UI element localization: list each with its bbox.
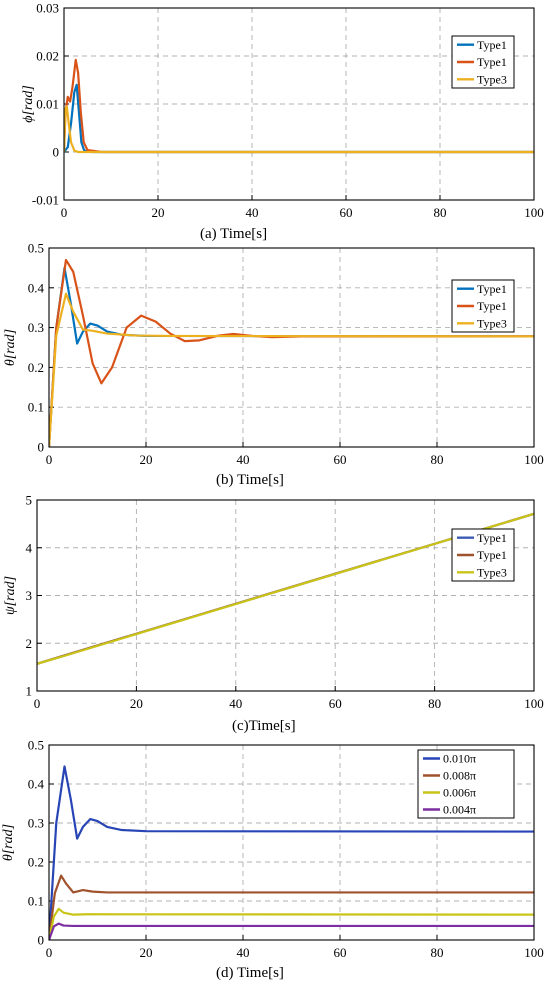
y-tick-label: 3 — [26, 588, 33, 603]
x-tick-label: 60 — [334, 945, 347, 960]
series-line-3 — [49, 907, 534, 940]
panel-caption: (a) Time[s] — [200, 226, 267, 242]
x-tick-label: 20 — [152, 205, 165, 220]
axes-frame — [48, 744, 535, 941]
y-tick-label: 0.03 — [36, 1, 59, 16]
series-line-4 — [49, 922, 534, 940]
panel-1: 0 20 40 60 80 100-0.0100.010.020.03Type1Type1… — [21, 1, 544, 243]
panel-caption: (d) Time[s] — [216, 965, 284, 981]
y-tick-label: 0.2 — [28, 855, 44, 870]
x-tick-label: 60 — [334, 452, 347, 467]
y-tick-label: 0 — [38, 440, 45, 455]
x-tick-label: 100 — [524, 696, 544, 711]
legend-label: Type1 — [477, 299, 507, 313]
legend-label: Type1 — [477, 282, 507, 296]
y-axis-label: ψ[rad] — [3, 576, 18, 615]
legend-label: 0.006π — [443, 786, 476, 800]
y-tick-label: 0.3 — [28, 320, 44, 335]
y-tick-label: 0.4 — [28, 280, 45, 295]
legend: Type1 Type1 Type3 — [451, 35, 515, 89]
y-tick-label: 0.5 — [28, 241, 44, 256]
x-tick-label: 100 — [524, 205, 544, 220]
series-line-3 — [49, 292, 534, 447]
x-tick-label: 80 — [428, 696, 441, 711]
axes-frame — [63, 7, 535, 201]
x-tick-label: 60 — [340, 205, 353, 220]
legend-label: Type3 — [477, 317, 507, 331]
x-tick-label: 80 — [431, 452, 444, 467]
x-tick-label: 0 — [46, 945, 53, 960]
legend-label: Type1 — [477, 55, 507, 69]
series-line-2 — [49, 874, 534, 940]
series-line-1 — [49, 765, 534, 940]
legend-box — [417, 749, 515, 819]
legend-label: 0.010π — [443, 752, 476, 766]
x-tick-label: 40 — [229, 696, 242, 711]
y-tick-label: 4 — [26, 540, 33, 555]
x-tick-label: 40 — [237, 452, 250, 467]
series-line-3 — [64, 105, 534, 154]
y-tick-label: 0.1 — [28, 894, 44, 909]
y-tick-label: 0.02 — [36, 49, 59, 64]
y-tick-label: 1 — [26, 684, 33, 699]
x-tick-label: 0 — [61, 205, 68, 220]
y-tick-label: -0.01 — [32, 193, 59, 208]
x-tick-label: 100 — [524, 945, 544, 960]
legend-label: Type1 — [477, 38, 507, 52]
y-axis-label: ϕ[rad] — [21, 85, 36, 123]
y-tick-label: 0 — [38, 933, 45, 948]
y-axis-label: θ[rad] — [1, 824, 16, 861]
panel-caption: (b) Time[s] — [216, 472, 284, 488]
legend-label: Type1 — [477, 548, 507, 562]
x-tick-label: 0 — [34, 696, 41, 711]
panel-3: 0 20 40 60 80 100 1 2 3 4 5 Type1 Type1 Type3 ψ[rad] (c… — [3, 493, 544, 735]
x-tick-label: 20 — [140, 945, 153, 960]
y-tick-label: 0 — [53, 145, 60, 160]
legend-label: 0.004π — [443, 803, 476, 817]
y-tick-label: 5 — [26, 493, 33, 508]
x-tick-label: 0 — [46, 452, 53, 467]
x-tick-label: 40 — [237, 945, 250, 960]
legend: 0.010π 0.008π 0.006π 0.004π — [417, 749, 515, 819]
legend-label: 0.008π — [443, 769, 476, 783]
panel-4: 0 20 40 60 80 100 0 0.1 0.2 0.3 0.4 0.5 0.010π 0.008π… — [1, 738, 544, 982]
y-tick-label: 0.2 — [28, 360, 44, 375]
y-tick-label: 0.5 — [28, 738, 44, 753]
y-tick-label: 0.01 — [36, 97, 59, 112]
y-tick-label: 2 — [26, 636, 33, 651]
x-tick-label: 20 — [140, 452, 153, 467]
x-tick-label: 20 — [130, 696, 143, 711]
legend-label: Type3 — [477, 566, 507, 580]
y-tick-label: 0.4 — [28, 777, 45, 792]
legend: Type1 Type1 Type3 — [451, 279, 515, 333]
x-tick-label: 80 — [431, 945, 444, 960]
x-tick-label: 100 — [524, 452, 544, 467]
legend-label: Type1 — [477, 531, 507, 545]
legend-label: Type3 — [477, 73, 507, 87]
x-tick-label: 60 — [329, 696, 342, 711]
axes-frame — [48, 247, 535, 448]
axes-frame — [36, 499, 535, 692]
x-tick-label: 40 — [246, 205, 259, 220]
y-tick-label: 0.3 — [28, 816, 44, 831]
panel-caption: (c)Time[s] — [232, 718, 296, 734]
panel-2: 0 20 40 60 80 10000.10.20.30.40.5Type1Type1Ty… — [3, 241, 544, 489]
plot-area — [49, 248, 534, 447]
x-tick-label: 80 — [434, 205, 447, 220]
series-line-3 — [37, 512, 534, 665]
series-line-2 — [64, 58, 534, 154]
y-axis-label: θ[rad] — [3, 329, 18, 366]
y-tick-label: 0.1 — [28, 400, 44, 415]
legend: Type1 Type1 Type3 — [451, 528, 515, 582]
